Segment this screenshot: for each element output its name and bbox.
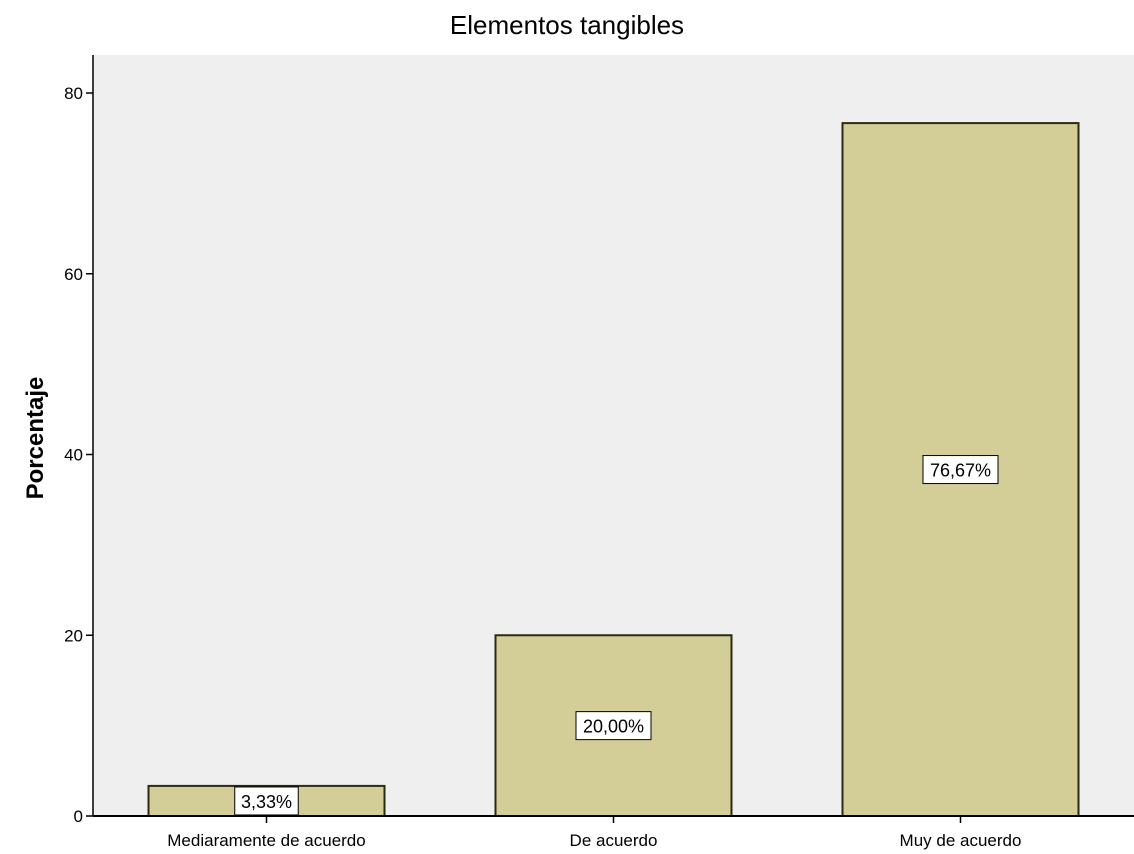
x-tick-label: De acuerdo <box>570 831 658 850</box>
data-label: 20,00% <box>583 717 644 737</box>
y-tick-label: 80 <box>64 84 83 103</box>
x-axis-ticks: Mediaramente de acuerdo De acuerdo Muy de … <box>167 816 1021 850</box>
data-label: 76,67% <box>930 461 991 481</box>
y-tick-label: 40 <box>64 446 83 465</box>
data-label: 3,33% <box>241 792 292 812</box>
y-tick-label: 0 <box>74 807 83 826</box>
data-label-box <box>922 455 999 485</box>
y-tick-label: 20 <box>64 626 83 645</box>
chart-title: Elementos tangibles <box>449 10 685 40</box>
y-axis: 0 20 40 60 80 <box>64 84 93 826</box>
y-tick-label: 60 <box>64 265 83 284</box>
data-label-box <box>234 786 299 816</box>
bars: 3,33% 20,00% 76,67% <box>147 122 1080 818</box>
x-tick-label: Mediaramente de acuerdo <box>167 831 365 850</box>
x-tick-label: Muy de acuerdo <box>900 831 1022 850</box>
data-label-box <box>575 711 652 741</box>
